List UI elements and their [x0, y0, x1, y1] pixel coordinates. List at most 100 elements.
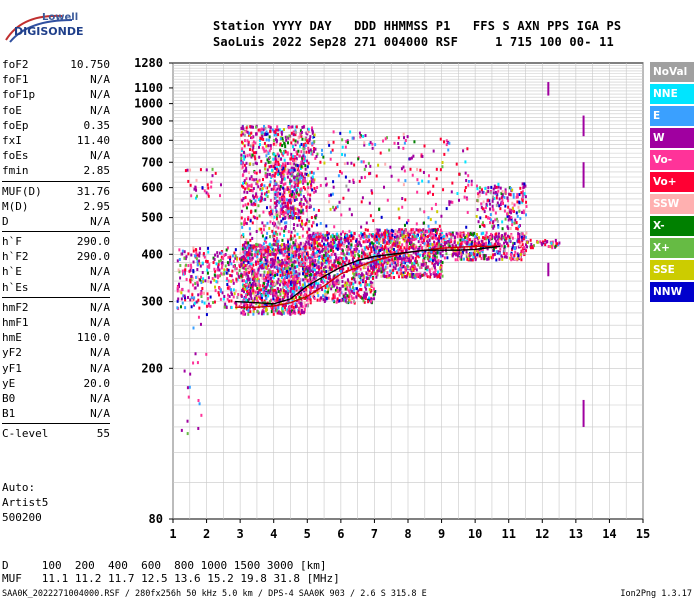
echo-dot [468, 243, 471, 247]
echo-dot [266, 312, 269, 316]
echo-dot [313, 186, 316, 190]
echo-dot [190, 253, 193, 257]
echo-dot [426, 275, 429, 279]
echo-dot [294, 239, 297, 243]
echo-dot [374, 229, 377, 233]
echo-dot [331, 279, 334, 283]
echo-dot [284, 225, 287, 229]
echo-dot [291, 213, 294, 217]
echo-dot [249, 301, 252, 305]
echo-dot [251, 194, 254, 198]
echo-dot [456, 235, 459, 239]
echo-dot [459, 231, 462, 235]
echo-dot [240, 153, 243, 157]
echo-dot [483, 257, 486, 261]
echo-dot [295, 285, 298, 289]
echo-dot [301, 294, 304, 298]
echo-dot [355, 270, 358, 274]
echo-dot [305, 252, 308, 256]
echo-dot [292, 254, 295, 258]
echo-dot [520, 258, 523, 262]
echo-dot [183, 256, 186, 260]
echo-dot [330, 287, 333, 291]
echo-dot [303, 176, 306, 180]
echo-dot [389, 264, 392, 268]
echo-dot [330, 253, 333, 257]
echo-dot [322, 276, 325, 280]
echo-dot [434, 252, 437, 256]
echo-dot [321, 233, 324, 237]
echo-dot [407, 235, 410, 239]
echo-dot [245, 298, 248, 302]
echo-dot [365, 271, 368, 275]
echo-dot [344, 287, 347, 291]
echo-dot [283, 197, 286, 201]
echo-dot [176, 289, 179, 293]
echo-dot [246, 130, 249, 134]
echo-dot [380, 261, 383, 265]
echo-dot [291, 289, 294, 293]
echo-dot [354, 244, 357, 248]
echo-dot [234, 301, 237, 305]
echo-dot [378, 234, 381, 238]
echo-dot [274, 205, 277, 209]
echo-dot [411, 262, 414, 266]
echo-dot [378, 241, 381, 245]
echo-dot [386, 236, 389, 240]
param-value: 31.76 [76, 184, 110, 198]
echo-dot [242, 185, 245, 189]
echo-dot [188, 269, 191, 273]
echo-dot [265, 273, 268, 277]
echo-dot [291, 190, 294, 194]
echo-dot [434, 268, 437, 272]
echo-dot [369, 171, 372, 175]
echo-dot [277, 246, 280, 250]
echo-dot [252, 289, 255, 293]
echo-dot [324, 285, 327, 289]
echo-dot [353, 237, 356, 241]
echo-dot [367, 277, 370, 281]
echo-dot [400, 167, 403, 171]
echo-dot [281, 309, 284, 313]
echo-dot [291, 263, 294, 267]
echo-dot [336, 289, 339, 293]
echo-dot [436, 270, 439, 274]
echo-dot [447, 242, 450, 246]
echo-dot [260, 294, 263, 298]
echo-dot [292, 277, 295, 281]
echo-dot [275, 136, 278, 140]
echo-dot [365, 245, 368, 249]
echo-dot [362, 252, 365, 256]
echo-dot [254, 209, 257, 213]
echo-dot [438, 237, 441, 241]
echo-dot [244, 196, 247, 200]
echo-dot [276, 239, 279, 243]
echo-dot [305, 131, 308, 135]
echo-dot [280, 132, 283, 136]
echo-dot [422, 262, 425, 266]
echo-dot [432, 236, 435, 240]
echo-dot [398, 244, 401, 248]
echo-dot [275, 210, 278, 214]
echo-dot [249, 144, 252, 148]
echo-dot [192, 270, 195, 274]
echo-dot [283, 188, 286, 192]
echo-dot [253, 268, 256, 272]
echo-dot [272, 162, 275, 166]
echo-dot [503, 232, 506, 236]
echo-dot [304, 247, 307, 251]
echo-dot [293, 181, 296, 185]
echo-dot [318, 298, 321, 302]
echo-dot [376, 255, 379, 259]
echo-dot [248, 248, 251, 252]
echo-dot [307, 295, 310, 299]
echo-dot [485, 237, 488, 241]
echo-dot [244, 248, 247, 252]
echo-dot [292, 133, 295, 137]
echo-dot [240, 301, 243, 305]
echo-dot [294, 255, 297, 259]
echo-dot [203, 291, 206, 295]
echo-dot [410, 228, 413, 232]
echo-dot [493, 252, 496, 256]
echo-dot [518, 239, 521, 243]
